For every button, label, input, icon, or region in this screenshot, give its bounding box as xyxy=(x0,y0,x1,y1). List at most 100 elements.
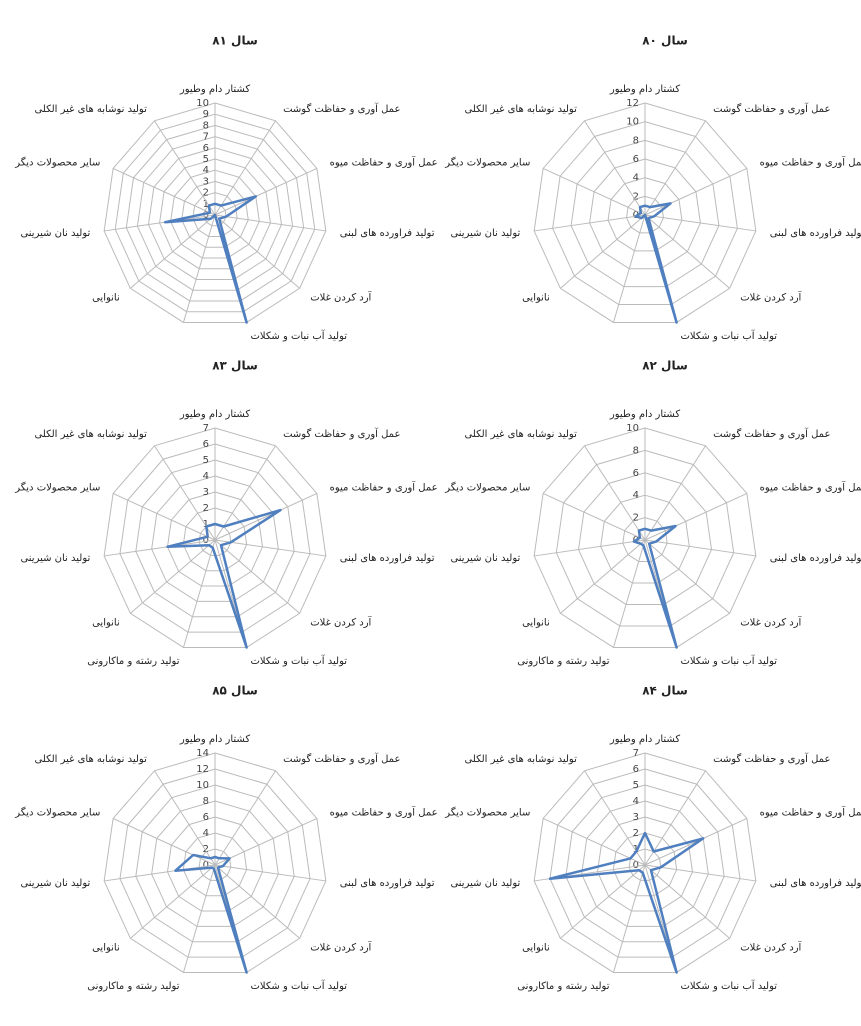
category-label: عمل آوری و حفاظت میوه xyxy=(760,481,861,494)
tick-label: 2 xyxy=(633,828,639,839)
category-label: عمل آوری و حفاظت گوشت xyxy=(713,752,830,765)
grid-ring xyxy=(596,816,694,912)
grid-ring xyxy=(607,177,683,252)
category-label: آرد کردن غلات xyxy=(310,941,372,954)
category-label: تولید فراورده های لبنی xyxy=(770,228,861,239)
tick-label: 8 xyxy=(633,445,639,456)
category-label: تولید نان شیرینی xyxy=(450,228,520,239)
grid-ring xyxy=(549,768,741,958)
spoke xyxy=(644,214,730,289)
tick-label: 4 xyxy=(203,165,209,176)
category-label: تولید نوشابه های غیر الکلی xyxy=(34,429,147,440)
category-label: عمل آوری و حفاظت میوه xyxy=(760,156,861,169)
grid-ring xyxy=(135,784,295,943)
spoke xyxy=(214,770,276,866)
spoke xyxy=(214,864,326,882)
spoke xyxy=(130,539,216,614)
spoke xyxy=(584,120,646,216)
category-label: تولید نان شیرینی xyxy=(450,553,520,564)
category-label: نانوایی xyxy=(522,293,550,304)
category-label: آرد کردن غلات xyxy=(310,291,372,304)
tick-label: 12 xyxy=(626,98,639,109)
grid-ring xyxy=(119,768,311,958)
chart-title: سال ۸۰ xyxy=(642,34,688,48)
category-label: عمل آوری و حفاظت گوشت xyxy=(283,102,400,115)
spoke xyxy=(182,214,216,323)
category-label: تولید آب نبات و شکلات xyxy=(250,329,347,342)
grid-ring xyxy=(103,427,327,648)
spoke xyxy=(644,445,706,541)
tick-label: 6 xyxy=(633,764,639,775)
tick-label: 8 xyxy=(203,796,209,807)
spoke xyxy=(644,539,756,557)
tick-label: 0 xyxy=(633,860,639,871)
grid-ring xyxy=(182,832,248,897)
tick-label: 10 xyxy=(196,98,209,109)
category-label: تولید نان شیرینی xyxy=(20,878,90,889)
spoke xyxy=(644,770,706,866)
category-label: آرد کردن غلات xyxy=(740,941,802,954)
category-label: تولید رشته و ماکارونی xyxy=(87,981,179,992)
grid-ring xyxy=(612,832,678,897)
category-label: عمل آوری و حفاظت گوشت xyxy=(713,102,830,115)
grid-ring xyxy=(103,102,327,323)
category-label: تولید آب نبات و شکلات xyxy=(250,979,347,992)
grid-ring xyxy=(103,752,327,973)
spoke xyxy=(112,818,216,866)
grid-ring xyxy=(151,475,279,602)
spoke xyxy=(542,493,646,541)
category-label: تولید رشته و ماکارونی xyxy=(87,656,179,667)
category-label: نانوایی xyxy=(522,618,550,629)
grid-ring xyxy=(151,800,279,927)
spoke xyxy=(534,539,646,557)
spoke xyxy=(182,539,216,648)
category-label: تولید فراورده های لبنی xyxy=(340,878,435,889)
category-label: عمل آوری و حفاظت میوه xyxy=(330,806,438,819)
category-label: تولید فراورده های لبنی xyxy=(770,878,861,889)
tick-label: 0 xyxy=(203,210,209,221)
tick-label: 1 xyxy=(203,199,209,210)
grid-ring xyxy=(565,784,725,943)
category-label: سایر محصولات دیگر xyxy=(444,482,530,494)
spoke xyxy=(104,539,216,557)
spoke xyxy=(644,539,730,614)
grid-ring xyxy=(203,203,227,227)
spoke xyxy=(112,493,216,541)
category-label: تولید رشته و ماکارونی xyxy=(517,656,609,667)
category-label: تولید نوشابه های غیر الکلی xyxy=(34,754,147,765)
grid-ring xyxy=(135,459,295,618)
tick-label: 0 xyxy=(203,860,209,871)
category-label: تولید آب نبات و شکلات xyxy=(680,979,777,992)
tick-label: 8 xyxy=(203,120,209,131)
category-label: سایر محصولات دیگر xyxy=(444,157,530,169)
category-label: تولید نوشابه های غیر الکلی xyxy=(464,104,577,115)
category-label: عمل آوری و حفاظت میوه xyxy=(760,806,861,819)
tick-label: 7 xyxy=(203,132,209,143)
spoke xyxy=(154,120,216,216)
spoke xyxy=(644,168,748,216)
spoke xyxy=(612,214,646,323)
tick-label: 3 xyxy=(633,812,639,823)
tick-label: 9 xyxy=(203,109,209,120)
category-label: کشتار دام وطیور xyxy=(609,84,680,95)
category-label: تولید نان شیرینی xyxy=(20,228,90,239)
category-label: کشتار دام وطیور xyxy=(609,409,680,420)
spoke xyxy=(130,864,216,939)
tick-label: 10 xyxy=(196,780,209,791)
grid-ring xyxy=(136,136,294,291)
tick-label: 2 xyxy=(633,513,639,524)
grid-ring xyxy=(600,494,690,584)
category-label: تولید فراورده های لبنی xyxy=(340,553,435,564)
tick-label: 4 xyxy=(633,490,639,501)
category-label: عمل آوری و حفاظت گوشت xyxy=(283,427,400,440)
category-label: سایر محصولات دیگر xyxy=(14,482,100,494)
category-label: تولید نوشابه های غیر الکلی xyxy=(34,104,147,115)
grid-ring xyxy=(182,507,248,572)
grid-ring xyxy=(125,124,305,302)
tick-label: 3 xyxy=(203,176,209,187)
category-label: تولید آب نبات و شکلات xyxy=(680,329,777,342)
chart-title: سال ۸۲ xyxy=(642,359,688,373)
spoke xyxy=(214,539,326,557)
